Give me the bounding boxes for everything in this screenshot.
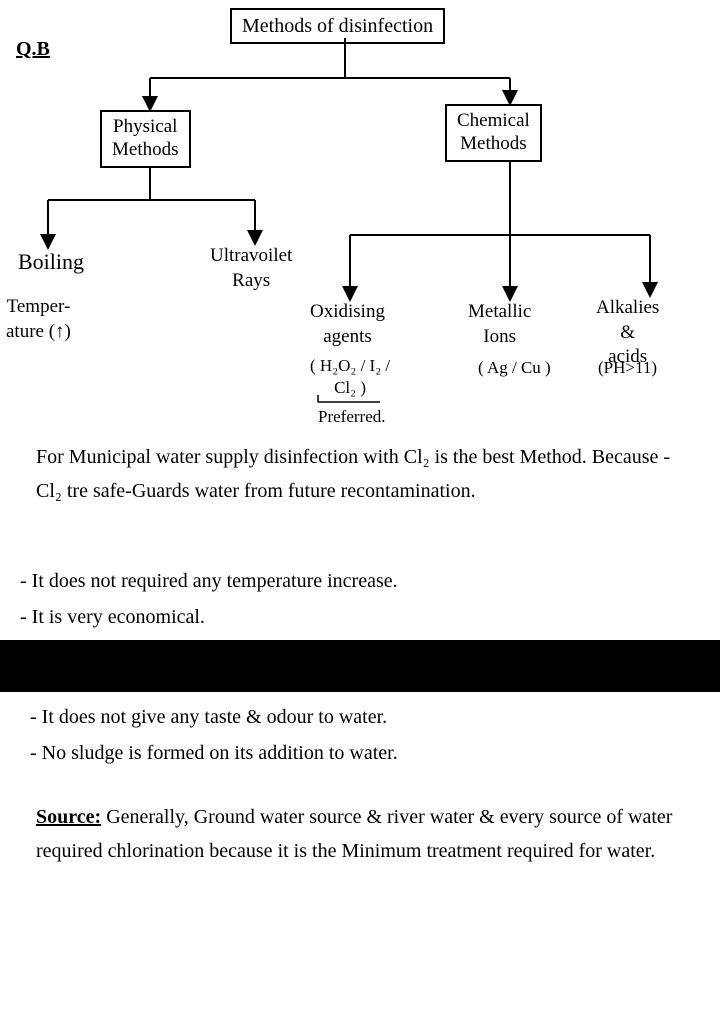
ultraviolet-leaf: UltravoiletRays xyxy=(210,244,292,293)
bullet-sludge: - No sludge is formed on its addition to… xyxy=(30,742,398,765)
root-node: Methods of disinfection xyxy=(230,8,445,44)
boiling-leaf: Boiling xyxy=(18,248,84,277)
paragraph-municipal: For Municipal water supply disinfection … xyxy=(36,440,696,508)
preferred-label: Preferred. xyxy=(318,406,386,428)
oxidising-sub: ( H₂O₂ / I₂ /Cl₂ ) xyxy=(310,355,390,399)
bullet-taste: - It does not give any taste & odour to … xyxy=(30,706,387,729)
alkalies-sub: (PH>11) xyxy=(598,357,657,379)
temperature-leaf: Temper-ature (↑) xyxy=(6,295,71,344)
bullet-economical: - It is very economical. xyxy=(20,606,205,629)
metallic-sub: ( Ag / Cu ) xyxy=(478,357,551,379)
physical-methods-node: PhysicalMethods xyxy=(100,110,191,168)
metallic-leaf: MetallicIons xyxy=(468,300,531,349)
source-label: Source: xyxy=(36,806,101,828)
bullet-temperature: - It does not required any temperature i… xyxy=(20,570,398,593)
chemical-methods-node: ChemicalMethods xyxy=(445,104,542,162)
page-divider-bar xyxy=(0,640,720,692)
source-text: Generally, Ground water source & river w… xyxy=(36,806,672,862)
oxidising-leaf: Oxidisingagents xyxy=(310,300,385,349)
paragraph-source: Source: Generally, Ground water source &… xyxy=(36,800,696,868)
page-root: Q.B Methods of disinfection PhysicalMeth… xyxy=(0,0,720,1030)
question-label: Q.B xyxy=(16,38,50,61)
